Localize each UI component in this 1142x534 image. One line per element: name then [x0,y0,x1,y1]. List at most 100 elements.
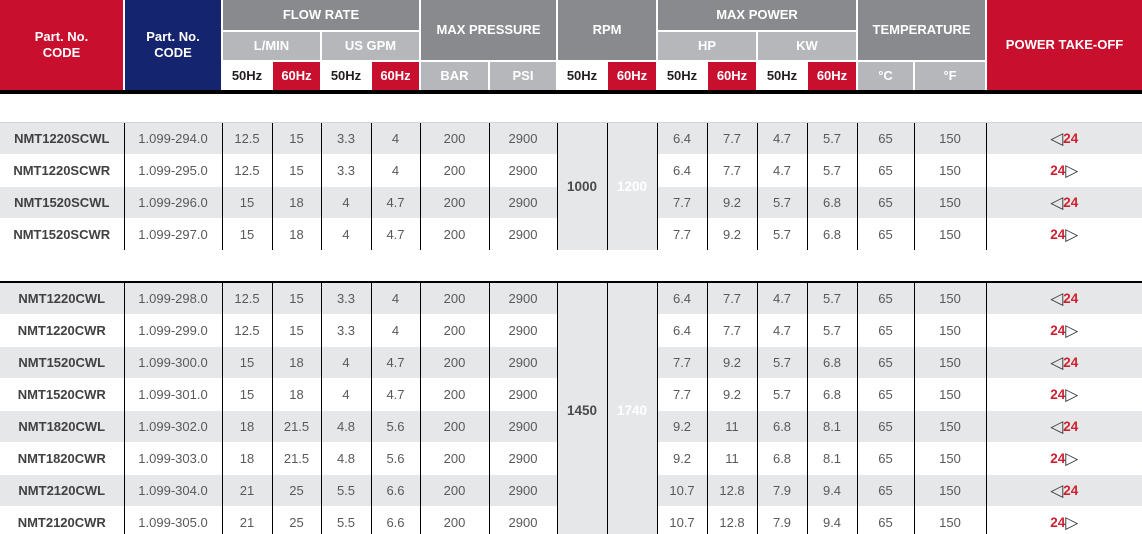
cell-temp-f: 150 [913,474,987,507]
table-row: NMT1520SCWR 1.099-297.0 15 18 4 4.7 200 2900 7.7… [0,218,1142,250]
pto-left-triangle-icon: ◁ [1050,193,1064,212]
cell-flow-lmin-60: 18 [271,346,321,379]
cell-psi: 2900 [488,474,557,507]
cell-power-take-off: ◁24 [985,281,1142,315]
cell-hp50: 9.2 [656,410,708,443]
cell-flow-lmin-60: 15 [271,281,321,315]
table-header: Part. No. CODE Part. No. CODE FLOW RATE … [0,0,1142,94]
pto-left-triangle-icon: ◁ [1050,353,1064,372]
cell-kw50: 4.7 [756,154,808,187]
cell-model: NMT1220CWR [0,314,124,347]
cell-model: NMT1220CWL [0,281,124,315]
cell-code: 1.099-303.0 [123,442,222,475]
header-flow-rate: FLOW RATE [221,0,421,32]
cell-model: NMT2120CWL [0,474,124,507]
cell-flow-lmin-50: 15 [221,378,272,411]
cell-flow-gpm-60: 4.7 [370,218,420,250]
pto-right-triangle-icon: ▷ [1065,321,1079,340]
cell-flow-lmin-60: 25 [271,474,321,507]
cell-bar: 200 [419,474,489,507]
cell-power-take-off: ◁24 [985,410,1142,443]
header-part-no-code: Part. No. CODE [123,0,223,94]
cell-flow-gpm-50: 4.8 [320,442,371,475]
cell-flow-gpm-50: 4 [320,346,371,379]
cell-temp-c: 65 [856,474,915,507]
pto-right-triangle-icon: ▷ [1065,161,1079,180]
cell-flow-gpm-50: 5.5 [320,506,371,534]
cell-kw60: 6.8 [806,186,858,219]
cell-hp60: 12.8 [706,474,758,507]
cell-flow-lmin-50: 15 [221,186,272,219]
cell-hp60: 11 [706,410,758,443]
table-row: NMT1220SCWR 1.099-295.0 12.5 15 3.3 4 200 2900 6… [0,154,1142,187]
header-row-frequencies: 50Hz 60Hz 50Hz 60Hz BAR PSI 50Hz 60Hz 50… [0,60,1142,94]
cell-flow-lmin-60: 15 [271,122,321,155]
cell-hp50: 10.7 [656,506,708,534]
cell-kw60: 6.8 [806,218,858,250]
cell-model: NMT1520SCWL [0,186,124,219]
table-row: NMT1520CWL 1.099-300.0 15 18 4 4.7 200 2900 7.7 9… [0,346,1142,379]
cell-kw50: 5.7 [756,186,808,219]
cell-kw50: 6.8 [756,442,808,475]
cell-bar: 200 [419,186,489,219]
cell-hp60: 12.8 [706,506,758,534]
cell-hp60: 9.2 [706,218,758,250]
cell-temp-f: 150 [913,122,987,155]
cell-code: 1.099-298.0 [123,281,222,315]
header-power-take-off: POWER TAKE-OFF [985,0,1142,94]
header-lmin-60hz: 60Hz [271,60,322,94]
cell-model: NMT1520CWL [0,346,124,379]
cell-flow-lmin-50: 21 [221,474,272,507]
cell-flow-lmin-60: 18 [271,218,321,250]
cell-kw60: 8.1 [806,410,858,443]
cell-bar: 200 [419,410,489,443]
cell-code: 1.099-300.0 [123,346,222,379]
cell-hp60: 7.7 [706,154,758,187]
table-row: NMT1220CWL 1.099-298.0 12.5 15 3.3 4 200 2900 14… [0,281,1142,534]
cell-flow-gpm-60: 4.7 [370,378,420,411]
header-hp-50hz: 50Hz [656,60,709,94]
cell-kw50: 7.9 [756,474,808,507]
header-psi: PSI [488,60,558,94]
header-kw-60hz: 60Hz [806,60,859,94]
header-row-groups: Part. No. CODE Part. No. CODE FLOW RATE … [0,0,1142,94]
cell-code: 1.099-295.0 [123,154,222,187]
pto-size-label: 24 [1063,291,1079,306]
cell-code: 1.099-296.0 [123,186,222,219]
cell-flow-lmin-50: 15 [221,346,272,379]
cell-temp-c: 65 [856,506,915,534]
cell-flow-lmin-60: 18 [271,378,321,411]
cell-power-take-off: 24▷ [985,154,1142,187]
cell-kw60: 8.1 [806,442,858,475]
section-gap [0,92,1142,123]
cell-flow-gpm-60: 6.6 [370,506,420,534]
cell-power-take-off: 24▷ [985,218,1142,250]
cell-hp50: 7.7 [656,186,708,219]
header-rpm-60hz: 60Hz [605,60,659,94]
cell-psi: 2900 [488,410,557,443]
cell-psi: 2900 [488,378,557,411]
cell-bar: 200 [419,281,489,315]
cell-hp60: 7.7 [706,314,758,347]
header-rpm: RPM [555,0,659,62]
cell-kw50: 5.7 [756,346,808,379]
header-lmin-50hz: 50Hz [222,60,273,94]
cell-hp50: 7.7 [656,346,708,379]
pto-right-triangle-icon: ▷ [1065,385,1079,404]
cell-rpm-60hz: 1200 [606,122,658,250]
section-gap [0,250,1142,282]
header-row-units: L/MIN US GPM HP KW [0,30,1142,62]
cell-temp-f: 150 [913,378,987,411]
cell-kw60: 5.7 [806,122,858,155]
cell-psi: 2900 [488,506,557,534]
cell-model: NMT1820CWL [0,410,124,443]
cell-temp-f: 150 [913,218,987,250]
table-row: NMT1220CWR 1.099-299.0 12.5 15 3.3 4 200 2900 6.… [0,314,1142,347]
cell-psi: 2900 [488,154,557,187]
cell-kw60: 9.4 [806,506,858,534]
header-kw: KW [756,30,859,62]
header-temperature: TEMPERATURE [856,0,988,62]
cell-flow-lmin-60: 21.5 [271,442,321,475]
cell-model: NMT2120CWR [0,506,124,534]
